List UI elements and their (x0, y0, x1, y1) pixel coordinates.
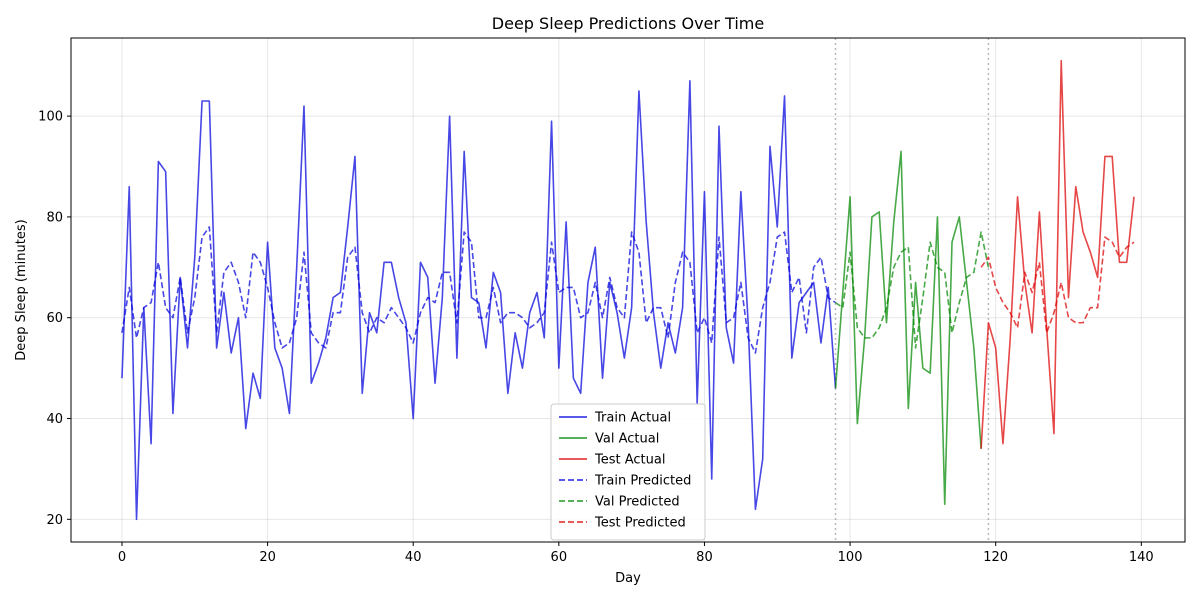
x-tick-label: 80 (696, 550, 713, 565)
x-tick-label: 0 (118, 550, 126, 565)
y-tick-label: 40 (46, 412, 63, 427)
legend-box (550, 403, 706, 541)
series-line-val-predicted (835, 231, 990, 349)
x-tick-label: 120 (983, 550, 1008, 565)
y-tick-label: 80 (46, 210, 63, 225)
split-markers (834, 38, 990, 542)
legend-label: Train Actual (594, 411, 671, 426)
x-tick-label: 20 (259, 550, 276, 565)
chart-title: Deep Sleep Predictions Over Time (492, 14, 764, 33)
x-tick-label: 40 (405, 550, 422, 565)
legend-label: Val Actual (595, 432, 659, 447)
series-line-test-predicted (980, 236, 1135, 334)
series-line-train-actual (121, 80, 837, 521)
y-axis-title: Deep Sleep (minutes) (14, 219, 29, 360)
legend-label: Train Predicted (594, 474, 691, 489)
series-lines (121, 59, 1135, 521)
x-axis-title: Day (615, 571, 641, 586)
y-tick-label: 60 (46, 311, 63, 326)
series-line-train-predicted (121, 226, 836, 354)
x-tick-label: 140 (1129, 550, 1154, 565)
series-line-test-actual (980, 59, 1135, 449)
legend-label: Test Actual (594, 453, 665, 468)
axis-ticks: 0 20 40 60 80 100 120 140 20 40 60 80 100 (38, 110, 1154, 565)
legend-label: Val Predicted (595, 495, 680, 510)
y-tick-label: 100 (38, 110, 63, 125)
x-tick-label: 100 (838, 550, 863, 565)
y-tick-label: 20 (46, 513, 63, 528)
plot-frame (70, 37, 1186, 543)
legend-label: Test Predicted (594, 516, 686, 531)
series-line-val-actual (834, 150, 982, 506)
legend: Train Actual Val Actual Test Actual Train P… (550, 403, 706, 541)
x-tick-label: 60 (551, 550, 568, 565)
